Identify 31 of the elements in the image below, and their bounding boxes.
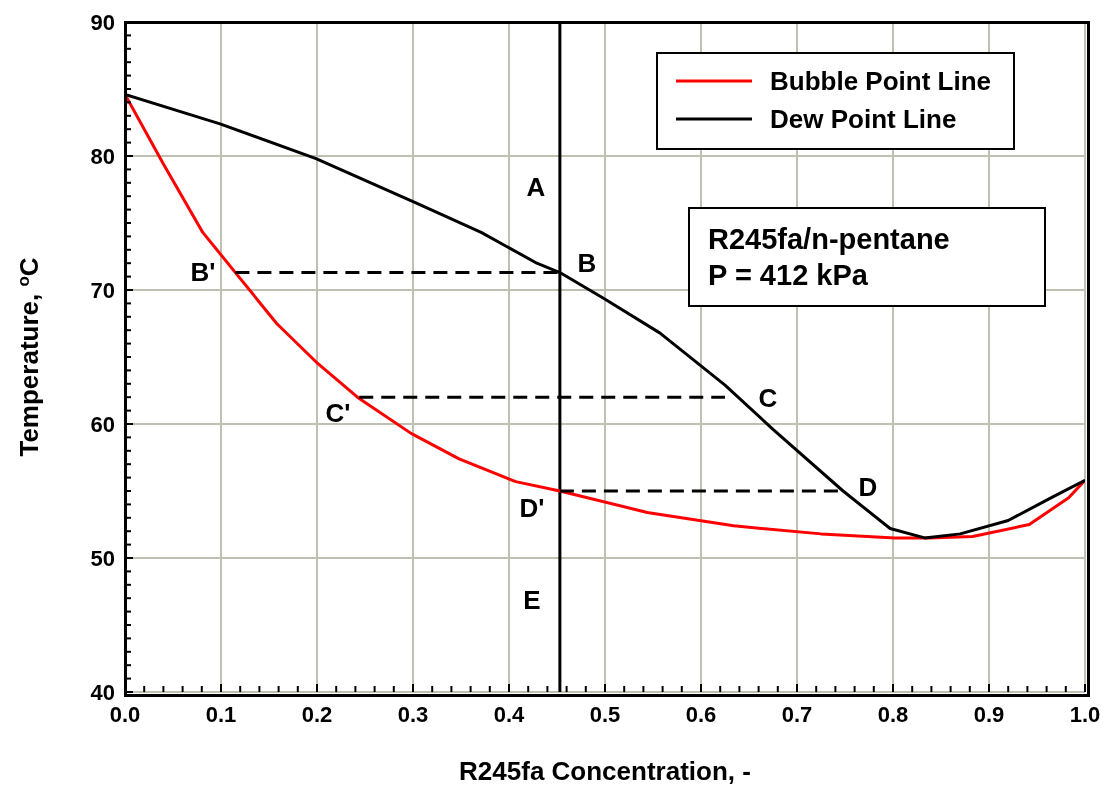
annotation: P = 412 kPa: [708, 258, 869, 293]
annotation: R245fa/n-pentane: [708, 222, 951, 257]
y-tick-label: 40: [90, 680, 115, 705]
x-tick-label: 0.6: [685, 702, 717, 727]
x-tick-label: 0.7: [781, 702, 813, 727]
y-tick-label: 50: [90, 546, 115, 571]
legend-label: Dew Point Line: [770, 103, 957, 135]
annotation: C': [325, 398, 351, 428]
x-tick-label: 1.0: [1069, 702, 1101, 727]
legend-label: Bubble Point Line: [770, 65, 991, 97]
y-tick-label: 70: [90, 278, 115, 303]
x-tick-label: 0.9: [973, 702, 1005, 727]
x-tick-label: 0.3: [397, 702, 429, 727]
annotation: E: [523, 585, 541, 615]
annotation: D': [519, 493, 545, 523]
x-tick-label: 0.1: [205, 702, 237, 727]
annotation: B: [577, 248, 597, 278]
y-tick-label: 60: [90, 412, 115, 437]
x-tick-label: 0.2: [301, 702, 333, 727]
annotation: A: [526, 172, 546, 202]
annotation: B': [190, 257, 216, 287]
y-tick-label: 80: [90, 144, 115, 169]
x-tick-label: 0.0: [109, 702, 141, 727]
x-tick-label: 0.4: [493, 702, 526, 727]
x-tick-label: 0.8: [877, 702, 909, 727]
annotation: D: [858, 472, 878, 502]
x-axis-title: R245fa Concentration, -: [459, 756, 751, 786]
note-box: R245fa/n-pentane P = 412 kPa: [688, 207, 1046, 307]
annotation: C: [758, 383, 778, 413]
x-tick-label: 0.5: [589, 702, 621, 727]
y-tick-label: 90: [90, 10, 115, 35]
